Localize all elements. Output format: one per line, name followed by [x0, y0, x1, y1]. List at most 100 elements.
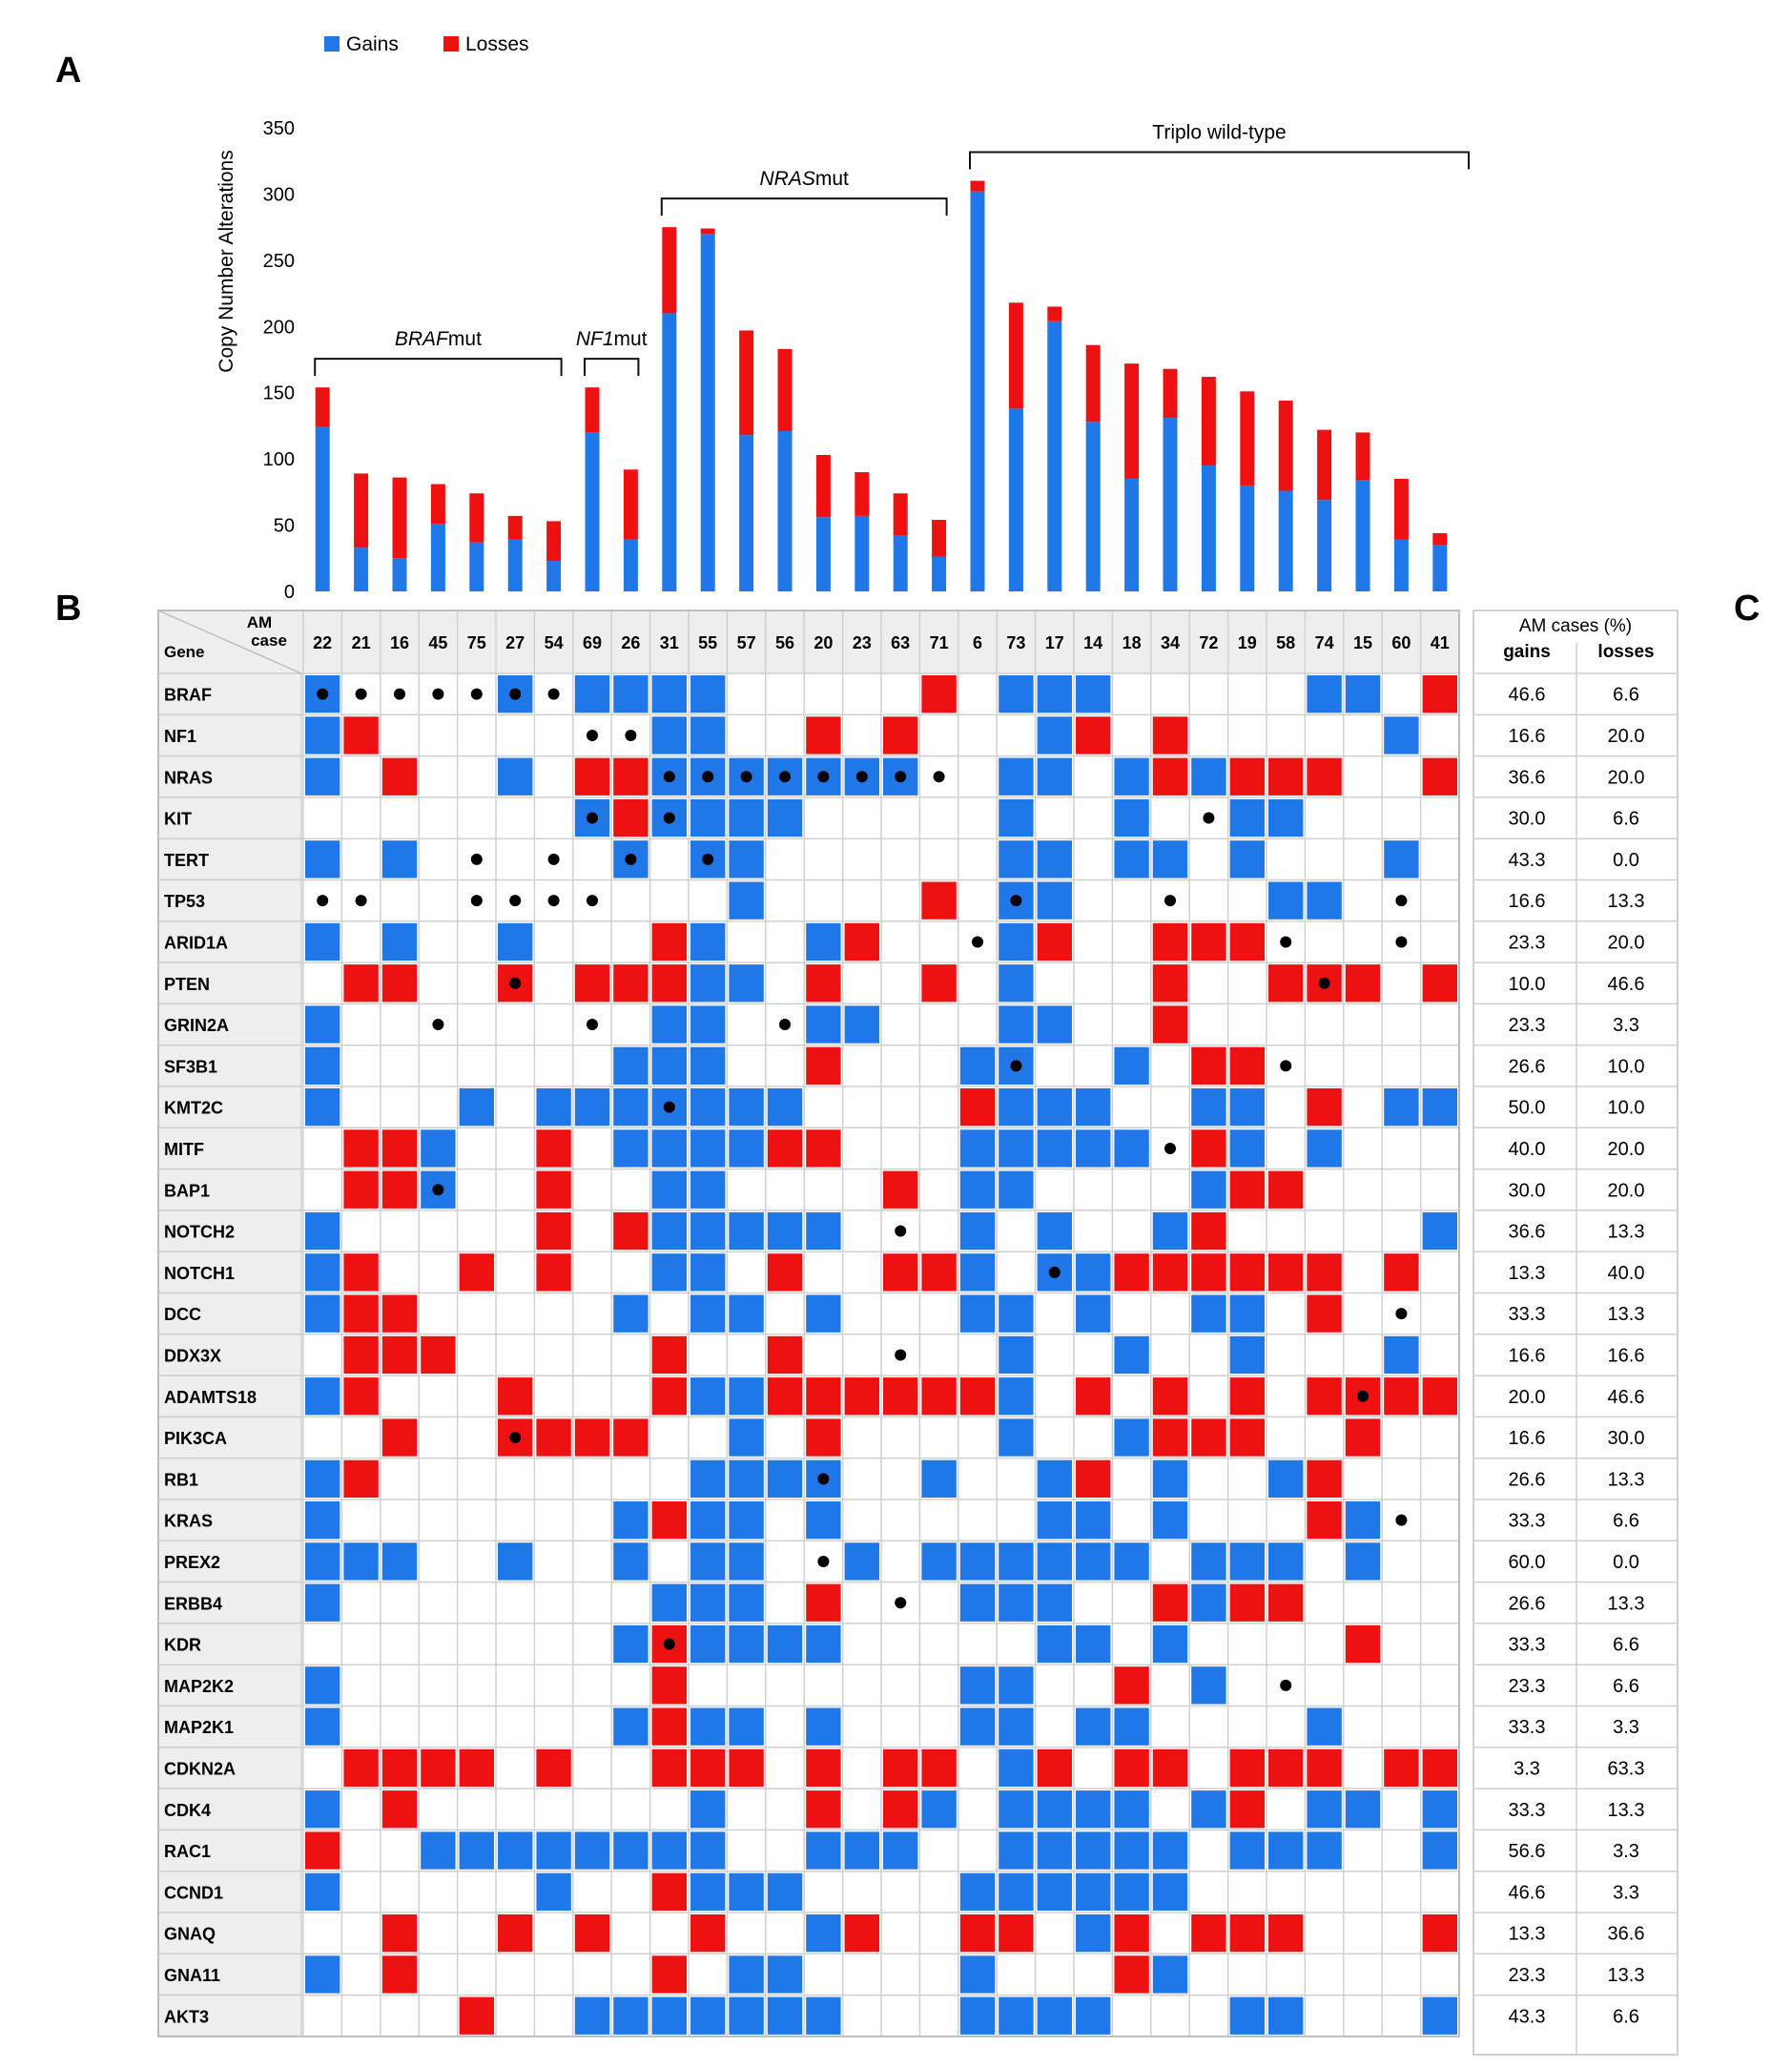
- mutation-dot: [547, 688, 560, 700]
- table-c-losses-value: 6.6: [1613, 1511, 1639, 1532]
- cell-gain: [959, 1996, 996, 2035]
- table-c-losses-value: 3.3: [1613, 1882, 1639, 1903]
- bar-gain: [700, 234, 715, 592]
- cell-gain: [999, 1005, 1034, 1044]
- cell-gain: [1229, 840, 1265, 879]
- gene-label-bg: [157, 1664, 302, 1707]
- cell-gain: [999, 1542, 1034, 1581]
- mutation-dot: [663, 812, 675, 824]
- mutation-dot: [317, 688, 329, 700]
- mutation-dot: [817, 1473, 830, 1485]
- mutation-dot: [1395, 1514, 1408, 1526]
- cell-gain: [1191, 757, 1226, 796]
- table-c-losses-value: 46.6: [1608, 1387, 1645, 1408]
- gene-label: CDK4: [164, 1801, 211, 1820]
- cell-loss: [1268, 1583, 1304, 1622]
- cell-gain: [1191, 1790, 1226, 1829]
- mutation-dot: [740, 771, 752, 783]
- bar-loss: [623, 469, 638, 540]
- cell-loss: [343, 1377, 379, 1416]
- cell-gain: [999, 1831, 1034, 1870]
- gene-label: KRAS: [164, 1512, 213, 1531]
- case-header: 63: [891, 633, 910, 652]
- table-c-losses-value: 13.3: [1608, 1593, 1645, 1614]
- cell-gain: [959, 1955, 996, 1994]
- bar-loss: [585, 387, 600, 433]
- cell-gain: [651, 1170, 687, 1209]
- cell-loss: [921, 881, 957, 920]
- y-axis-title: Copy Number Alterations: [216, 150, 237, 372]
- cell-loss: [381, 964, 418, 1003]
- gene-label-bg: [157, 1870, 302, 1913]
- mutation-dot: [779, 1019, 791, 1031]
- table-c-gains-value: 33.3: [1509, 1304, 1546, 1325]
- cell-loss: [459, 1996, 494, 2035]
- table-c-losses-value: 6.6: [1613, 1676, 1639, 1697]
- cell-gain: [613, 1624, 649, 1664]
- gene-label: PTEN: [164, 975, 210, 994]
- cell-gain: [1307, 881, 1342, 920]
- cell-gain: [1037, 757, 1072, 796]
- bar-loss: [739, 330, 754, 436]
- table-c-gains-value: 50.0: [1509, 1098, 1546, 1119]
- cell-loss: [806, 1418, 841, 1457]
- cell-loss: [536, 1253, 571, 1292]
- cell-loss: [921, 1377, 957, 1416]
- cell-loss: [806, 1129, 841, 1168]
- cell-loss: [1307, 1377, 1342, 1416]
- cell-loss: [574, 757, 610, 796]
- cell-loss: [381, 757, 418, 796]
- table-c-gains-value: 26.6: [1509, 1469, 1546, 1490]
- cell-loss: [1229, 1790, 1265, 1829]
- cell-gain: [305, 1542, 340, 1581]
- cell-loss: [1345, 1624, 1381, 1664]
- table-c-gains-value: 46.6: [1509, 685, 1546, 706]
- cell-loss: [613, 964, 649, 1003]
- cell-gain: [1037, 1501, 1072, 1540]
- cell-gain: [883, 1831, 918, 1870]
- cell-gain: [767, 1996, 803, 2035]
- cell-gain: [1152, 1211, 1188, 1251]
- mutation-dot: [1203, 812, 1215, 824]
- cell-loss: [1076, 716, 1111, 755]
- table-c-losses-value: 20.0: [1608, 1180, 1645, 1201]
- table-c-gains-value: 43.3: [1509, 850, 1546, 871]
- case-header: 69: [583, 633, 602, 652]
- gene-label: TERT: [164, 851, 209, 870]
- cell-loss: [1152, 716, 1188, 755]
- cell-gain: [690, 1377, 726, 1416]
- group-bracket-label: NF1mut: [576, 328, 648, 350]
- case-header: 31: [660, 633, 679, 652]
- cell-gain: [1037, 840, 1072, 879]
- cell-gain: [729, 1211, 764, 1251]
- table-c-losses-value: 3.3: [1613, 1015, 1639, 1036]
- cell-loss: [1191, 1418, 1226, 1457]
- bar-loss: [1008, 302, 1023, 409]
- cell-loss: [1037, 922, 1072, 962]
- cell-gain: [729, 840, 764, 879]
- table-c-losses-value: 0.0: [1613, 850, 1639, 871]
- cell-gain: [690, 1872, 726, 1911]
- cell-gain: [999, 964, 1034, 1003]
- cell-loss: [651, 1872, 687, 1911]
- y-tick-label: 200: [263, 317, 295, 338]
- table-c-losses-value: 3.3: [1613, 1841, 1639, 1862]
- mutation-dot: [587, 812, 598, 824]
- bar-gain: [354, 548, 369, 591]
- case-header: 15: [1353, 633, 1372, 652]
- table-c-gains-value: 13.3: [1509, 1263, 1546, 1284]
- table-c-losses-value: 3.3: [1613, 1717, 1639, 1738]
- gene-label: KMT2C: [164, 1099, 223, 1118]
- cell-gain: [305, 1955, 340, 1994]
- cell-gain: [1191, 1088, 1226, 1127]
- cell-loss: [381, 1129, 418, 1168]
- table-c-gains-value: 16.6: [1509, 891, 1546, 912]
- cell-gain: [1076, 1831, 1111, 1870]
- cell-gain: [959, 1253, 996, 1292]
- group-bracket: [660, 197, 948, 217]
- cell-gain: [729, 1624, 764, 1664]
- cell-loss: [1152, 1748, 1188, 1788]
- cell-gain: [1114, 1542, 1149, 1581]
- cell-gain: [305, 840, 340, 879]
- header-case-label: case: [251, 631, 287, 650]
